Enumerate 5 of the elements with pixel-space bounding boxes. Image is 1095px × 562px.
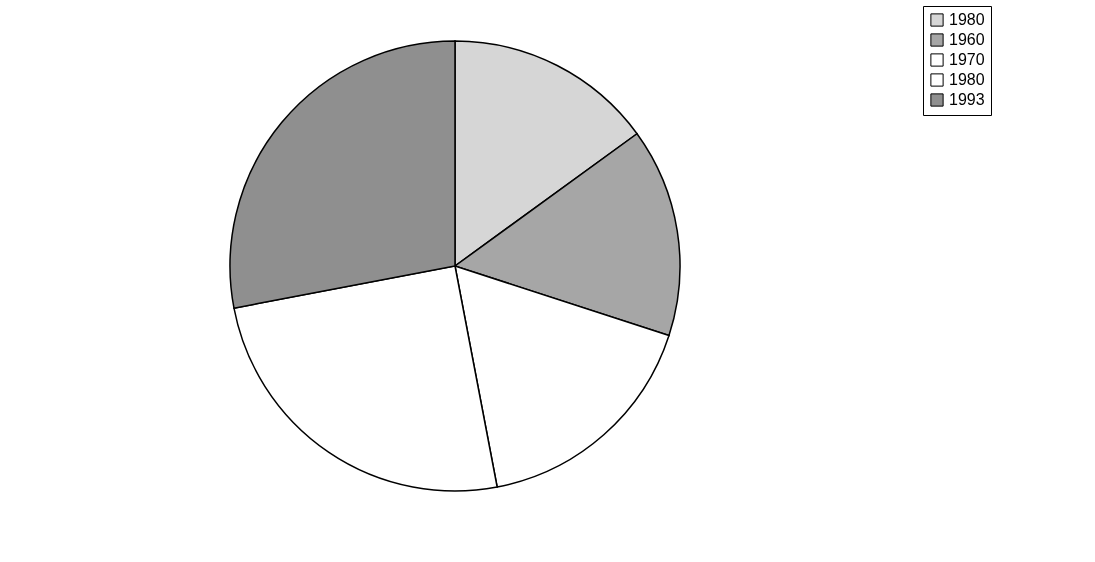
legend-label: 1960 xyxy=(949,31,985,48)
legend-label: 1970 xyxy=(949,51,985,68)
legend-label: 1980 xyxy=(949,71,985,88)
legend-label: 1980 xyxy=(949,11,985,28)
legend-label: 1993 xyxy=(949,91,985,108)
